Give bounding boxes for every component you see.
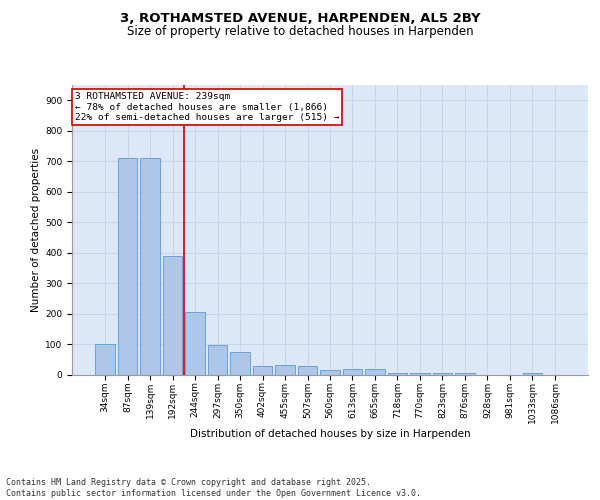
Bar bbox=[298, 366, 317, 375]
Bar bbox=[230, 352, 250, 375]
Bar bbox=[95, 344, 115, 375]
Text: 3, ROTHAMSTED AVENUE, HARPENDEN, AL5 2BY: 3, ROTHAMSTED AVENUE, HARPENDEN, AL5 2BY bbox=[119, 12, 481, 26]
X-axis label: Distribution of detached houses by size in Harpenden: Distribution of detached houses by size … bbox=[190, 429, 470, 439]
Bar bbox=[208, 346, 227, 375]
Bar bbox=[163, 256, 182, 375]
Y-axis label: Number of detached properties: Number of detached properties bbox=[31, 148, 41, 312]
Text: Size of property relative to detached houses in Harpenden: Size of property relative to detached ho… bbox=[127, 25, 473, 38]
Bar bbox=[343, 369, 362, 375]
Text: 3 ROTHAMSTED AVENUE: 239sqm
← 78% of detached houses are smaller (1,866)
22% of : 3 ROTHAMSTED AVENUE: 239sqm ← 78% of det… bbox=[74, 92, 339, 122]
Bar bbox=[523, 374, 542, 375]
Bar bbox=[365, 369, 385, 375]
Bar bbox=[140, 158, 160, 375]
Bar bbox=[275, 365, 295, 375]
Bar bbox=[388, 372, 407, 375]
Bar bbox=[253, 366, 272, 375]
Bar bbox=[410, 373, 430, 375]
Bar bbox=[118, 158, 137, 375]
Bar bbox=[433, 373, 452, 375]
Bar bbox=[320, 370, 340, 375]
Bar bbox=[455, 373, 475, 375]
Bar bbox=[185, 312, 205, 375]
Text: Contains HM Land Registry data © Crown copyright and database right 2025.
Contai: Contains HM Land Registry data © Crown c… bbox=[6, 478, 421, 498]
